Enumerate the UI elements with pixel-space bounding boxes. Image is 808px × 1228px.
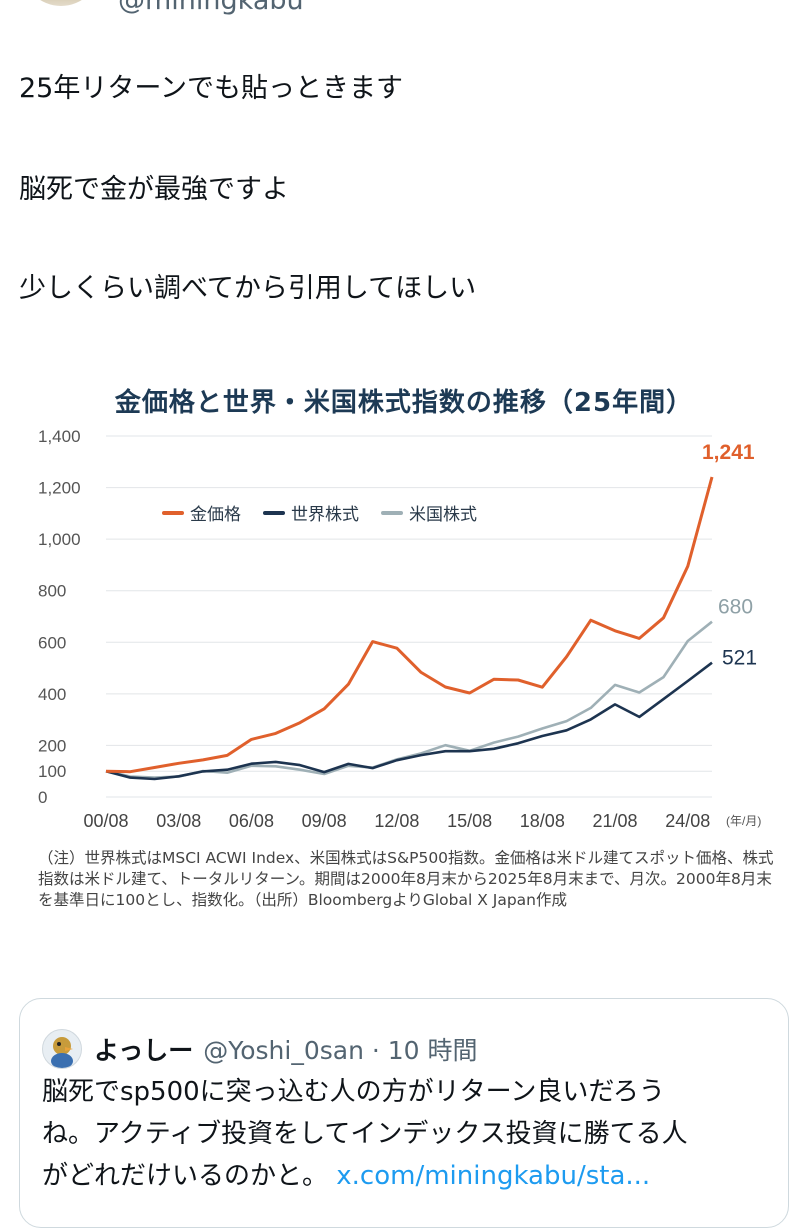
- quoted-tweet-card[interactable]: よっしー @Yoshi_0san · 10 時間 脳死でsp500に突っ込む人の…: [19, 998, 789, 1228]
- y-tick-label: 400: [38, 685, 66, 704]
- quoted-body-line-1: 脳死でsp500に突っ込む人の方がリターン良いだろう: [42, 1077, 665, 1107]
- legend-label-us: 米国株式: [409, 505, 477, 525]
- quoted-author-name[interactable]: よっしー: [94, 1036, 194, 1065]
- quoted-body-line-3: がどれだけいるのかと。 x.com/miningkabu/sta...: [42, 1155, 772, 1197]
- x-tick-label: 03/08: [156, 811, 201, 831]
- line-chart: 0 100 200 400 600 800 1,000 1,200 1,400 00/08 03/0…: [38, 427, 761, 831]
- series-line-us: [105, 620, 713, 779]
- x-tick-label: 12/08: [374, 811, 419, 831]
- chart-image[interactable]: 0 100 200 400 600 800 1,000 1,200 1,400 00/08 03/0…: [0, 372, 808, 942]
- tweet-text-line-3: 少しくらい調べてから引用してほしい: [19, 273, 477, 304]
- y-tick-label: 800: [38, 582, 66, 601]
- x-tick-label: 09/08: [302, 811, 347, 831]
- series-line-world: [105, 661, 713, 781]
- author-avatar[interactable]: [22, 0, 100, 6]
- x-tick-label: 15/08: [447, 811, 492, 831]
- quoted-tweet-link[interactable]: x.com/miningkabu/sta...: [336, 1161, 651, 1191]
- legend-label-gold: 金価格: [190, 505, 241, 525]
- end-label-world: 521: [722, 647, 757, 670]
- legend-item-world: 世界株式: [263, 500, 359, 525]
- chart-legend: 金価格 世界株式 米国株式: [162, 500, 477, 525]
- chart-title: 金価格と世界・米国株式指数の推移（25年間）: [114, 388, 694, 418]
- y-tick-label: 1,200: [38, 479, 81, 498]
- y-tick-label: 600: [38, 633, 66, 652]
- y-tick-label: 1,400: [38, 427, 81, 446]
- quoted-author-handle-time: @Yoshi_0san · 10 時間: [203, 1036, 478, 1065]
- tweet-text-line-2: 脳死で金が最強ですよ: [19, 174, 289, 205]
- tweet-text-line-1: 25年リターンでも貼っときます: [19, 73, 404, 104]
- end-label-gold: 1,241: [702, 441, 755, 464]
- quoted-tweet-body: 脳死でsp500に突っ込む人の方がリターン良いだろう ね。アクティブ投資をしてイ…: [42, 1071, 772, 1197]
- x-tick-label: 18/08: [520, 811, 565, 831]
- quoted-body-line-3-text: がどれだけいるのかと。: [42, 1161, 329, 1191]
- chart-note: （注）世界株式はMSCI ACWI Index、米国株式はS&P500指数。金価…: [38, 849, 774, 909]
- quoted-body-line-2: ね。アクティブ投資をしてインデックス投資に勝てる人: [42, 1119, 688, 1149]
- x-tick-label: 24/08: [665, 811, 710, 831]
- tweet-author-row: @miningkabu: [0, 0, 808, 16]
- quoted-author-avatar[interactable]: [42, 1029, 82, 1069]
- legend-label-world: 世界株式: [291, 505, 359, 525]
- y-tick-label: 1,000: [38, 530, 81, 549]
- legend-swatch-gold: [162, 510, 184, 515]
- x-unit-label: (年/月): [726, 814, 761, 828]
- y-tick-label: 0: [38, 788, 47, 807]
- end-label-us: 680: [718, 596, 753, 619]
- x-tick-label: 06/08: [229, 811, 274, 831]
- quoted-tweet-header: よっしー @Yoshi_0san · 10 時間: [42, 1029, 478, 1069]
- y-tick-label: 100: [38, 762, 66, 781]
- x-tick-label: 00/08: [83, 811, 128, 831]
- legend-swatch-world: [263, 510, 285, 515]
- duck-avatar-icon: [51, 1037, 73, 1068]
- legend-item-us: 米国株式: [381, 500, 477, 525]
- legend-item-gold: 金価格: [162, 500, 241, 525]
- series-line-gold: [105, 476, 714, 774]
- x-tick-label: 21/08: [593, 811, 638, 831]
- author-handle[interactable]: @miningkabu: [118, 0, 304, 16]
- legend-swatch-us: [381, 510, 403, 515]
- y-tick-label: 200: [38, 736, 66, 755]
